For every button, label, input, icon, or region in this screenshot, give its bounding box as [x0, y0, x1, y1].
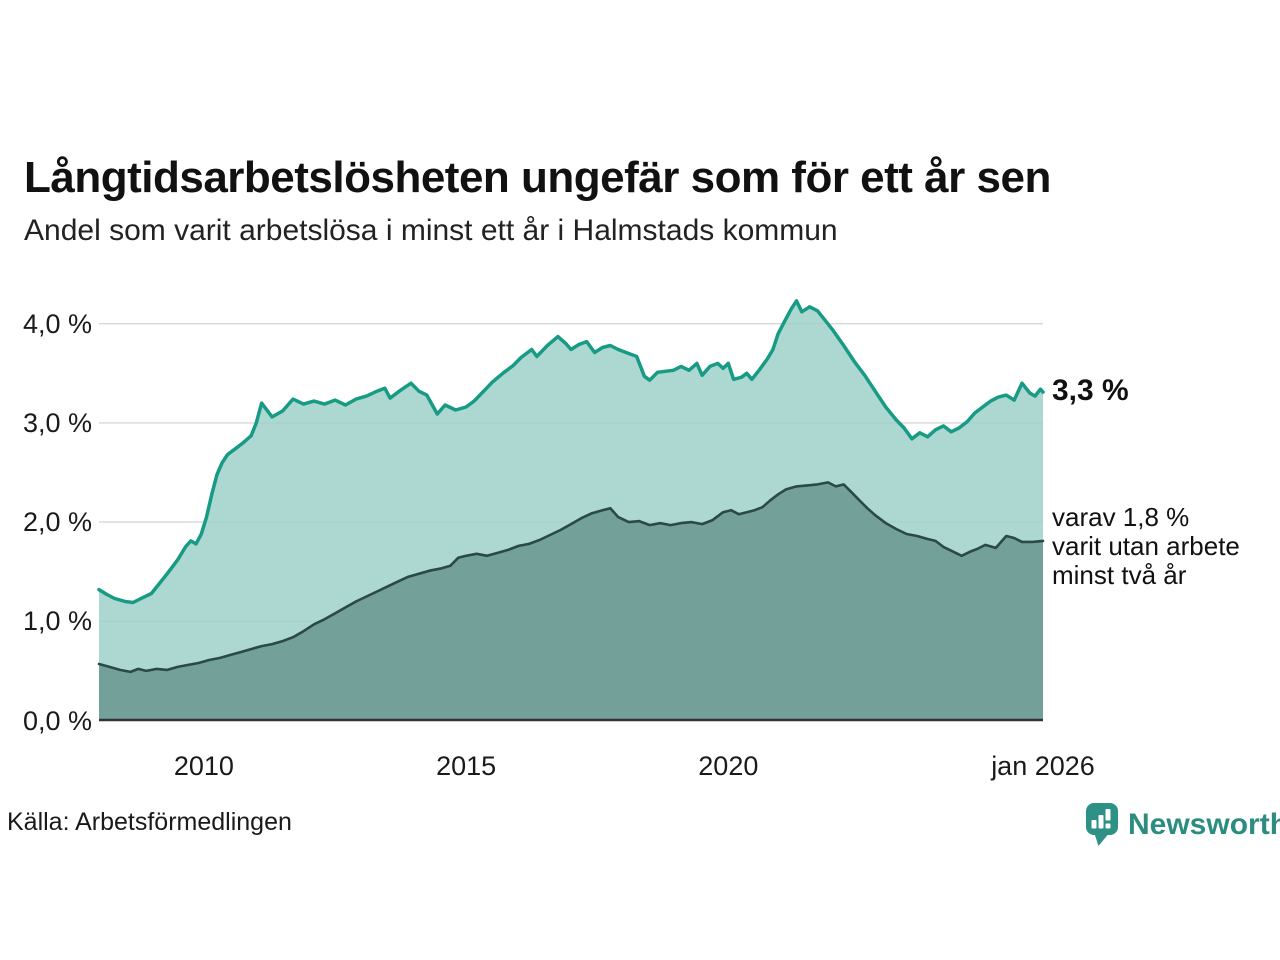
y-tick-label: 0,0 % — [22, 705, 92, 736]
newsworthy-icon — [1085, 802, 1119, 847]
area-series-two-years — [99, 482, 1043, 721]
line-series-one-year — [97, 299, 1045, 605]
line-series-two-years — [97, 481, 1045, 674]
source-attribution: Källa: Arbetsförmedlingen — [7, 808, 292, 836]
y-tick-label: 4,0 % — [22, 308, 92, 339]
y-tick-label: 3,0 % — [22, 407, 92, 438]
brand-name: Newsworthy — [1128, 807, 1280, 841]
y-tick-label: 1,0 % — [22, 606, 92, 637]
x-tick-label: 2015 — [436, 751, 497, 781]
x-tick-label: 2020 — [698, 751, 759, 781]
secondary-value-label: varav 1,8 % varit utan arbete minst två … — [1052, 502, 1240, 590]
y-tick-label: 2,0 % — [22, 507, 92, 538]
latest-value-label: 3,3 % — [1052, 374, 1129, 407]
x-tick-label: 2010 — [173, 751, 234, 781]
x-tick-label: jan 2026 — [991, 751, 1095, 781]
page-title: Långtidsarbetslösheten ungefär som för e… — [24, 153, 1051, 203]
chart-subtitle: Andel som varit arbetslösa i minst ett å… — [24, 214, 838, 247]
brand-logo: Newsworthy — [1085, 802, 1280, 847]
